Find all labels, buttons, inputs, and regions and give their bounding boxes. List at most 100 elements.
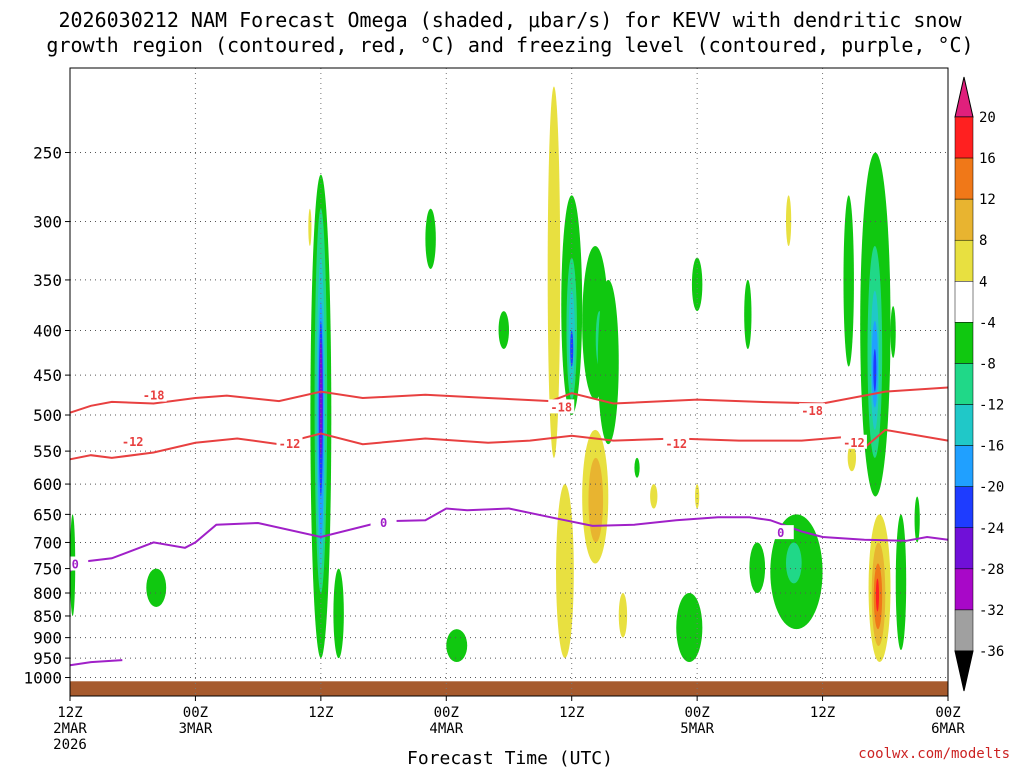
omega-cell-31 [749,542,766,594]
colorbar-segment [954,445,974,487]
y-tick-label: 500 [33,406,62,425]
contour-label: -12 [279,437,301,451]
contour-line--12 [69,428,949,461]
y-tick-label: 350 [33,271,62,290]
y-tick-label: 300 [33,213,62,232]
y-tick-label: 400 [33,322,62,341]
contour-label: -12 [665,437,687,451]
colorbar-label: -8 [979,356,996,372]
omega-cell-24 [634,457,640,478]
y-tick-label: 650 [33,505,62,524]
omega-cell-33 [785,542,802,584]
terrain-layer [70,681,948,696]
contour-label: -18 [801,404,823,418]
x-axis-title: Forecast Time (UTC) [407,748,613,768]
colorbar-top-arrow [954,76,974,118]
title-block: 2026030212 NAM Forecast Omega (shaded, μ… [46,8,973,57]
x-tick-label: 00Z [434,705,459,721]
plot-frame [69,67,949,697]
omega-cell-22 [588,457,604,543]
omega-cell-12 [498,311,509,349]
omega-cell-26 [618,593,628,638]
terrain-fill [70,681,948,696]
colorbar-segment [954,609,974,652]
contour-label: 0 [777,526,784,540]
contour-line--18 [69,386,949,414]
omega-cell-2 [308,208,312,246]
y-tick-label: 450 [33,366,62,385]
y-tick-label: 1000 [23,669,62,688]
omega-cell-9 [333,568,344,659]
contour-label-bg [62,556,89,571]
colorbar-segment [954,157,974,200]
colorbar-label: 12 [979,192,996,208]
y-tick-label: 250 [33,144,62,163]
x-tick-label: 00Z [183,705,208,721]
omega-cell-14 [556,484,574,659]
colorbar-label: -12 [979,398,1004,414]
y-tick-label: 600 [33,475,62,494]
contour-label: -18 [550,400,572,414]
plot-area: -18 -18 -18 -12 -12 -12 -12 0 0 0 [62,67,949,697]
omega-cell-1 [146,568,167,607]
y-tick-label: 750 [33,560,62,579]
contour-line-0 [69,507,949,572]
contour-label-bg [799,403,826,418]
colorbar-segment [954,486,974,529]
colorbar-label: 4 [979,274,987,290]
omega-cell-35 [843,195,854,367]
omega-cell-30 [744,279,752,349]
colorbar-label: 20 [979,110,996,126]
omega-cell-29 [695,484,700,509]
colorbar-segment [954,363,974,405]
contour-label-bg [370,515,397,530]
contour-label: -12 [122,435,144,449]
y-tick-label: 900 [33,629,62,648]
omega-cell-41 [873,348,877,392]
x-tick-label: 2MAR [53,721,87,737]
contour-label-bg [840,434,867,449]
omega-cell-13 [547,86,561,458]
y-tick-label: 800 [33,584,62,603]
colorbar-segment [954,239,974,282]
y-tick-label: 850 [33,607,62,626]
omega-cell-27 [676,593,703,663]
x-tick-label: 2026 [53,737,87,753]
chart-title: 2026030212 NAM Forecast Omega (shaded, μ… [58,8,962,32]
colorbar-segment [954,116,974,159]
colorbar-label: 16 [979,151,996,167]
contour-label: 0 [380,516,387,530]
contour-label-bg [140,387,167,402]
x-tick-label: 3MAR [179,721,213,737]
colorbar-label: -4 [979,315,996,331]
colorbar-label: 8 [979,233,987,249]
contour-label-bg [548,399,575,414]
x-tick-label: 6MAR [931,721,965,737]
y-tick-label: 700 [33,533,62,552]
y-tick-label: 550 [33,442,62,461]
colorbar-segment [954,568,974,611]
colorbar-label: -32 [979,603,1004,619]
colorbar-label: -16 [979,439,1004,455]
colorbar-segment [954,527,974,570]
contour-label: 0 [72,558,79,572]
colorbar-bottom-arrow [954,650,974,692]
x-tick-label: 12Z [810,705,835,721]
colorbar-label: -28 [979,562,1004,578]
x-tick-label: 5MAR [680,721,714,737]
contour-label-bg [663,436,690,451]
contour-label-bg [119,434,146,449]
omega-cell-11 [446,629,468,663]
y-tick-label: 950 [33,649,62,668]
colorbar-label: -24 [979,521,1004,537]
contour-label-bg [276,436,303,451]
colorbar: 20 16 12 8 4 -4 -8 -12 -16 -20 -24 -28 -32 -36 [954,76,1004,692]
omega-cell-25 [650,484,658,509]
contour-layer: -18 -18 -18 -12 -12 -12 -12 0 0 0 [62,386,949,667]
contour-line-0-low [69,659,123,667]
x-tick-label: 00Z [935,705,960,721]
x-tick-label: 12Z [308,705,333,721]
chart-subtitle: growth region (contoured, red, °C) and f… [46,33,973,57]
omega-cell-23 [597,279,619,445]
